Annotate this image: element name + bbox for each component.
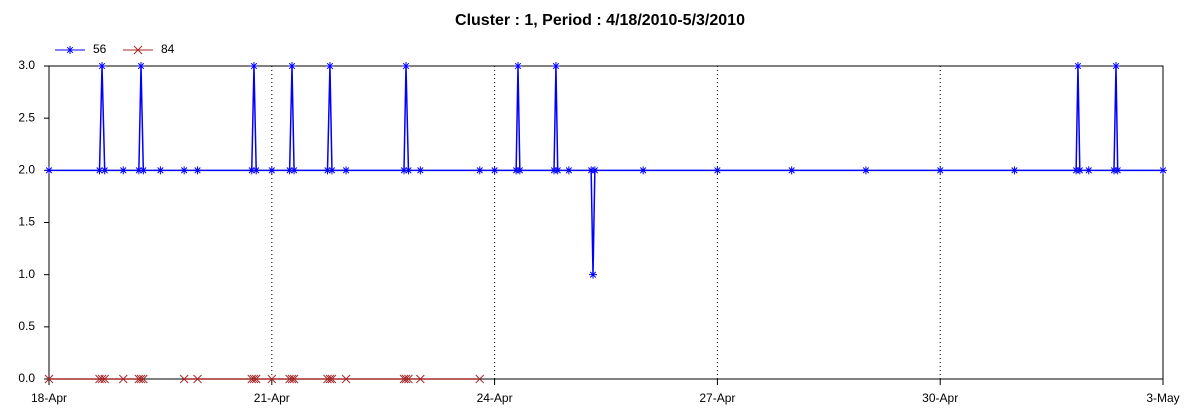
point-marker — [1010, 166, 1019, 175]
point-marker — [1084, 166, 1093, 175]
x-tick-label: 21-Apr — [254, 391, 290, 405]
point-marker — [249, 62, 258, 70]
point-marker — [639, 166, 648, 175]
y-tick-label: 2.5 — [18, 110, 35, 124]
y-tick-label: 3.0 — [18, 58, 35, 72]
point-marker — [193, 374, 202, 384]
legend-marker — [133, 45, 143, 55]
point-marker — [513, 62, 522, 70]
point-marker — [247, 166, 256, 175]
point-marker — [475, 374, 485, 384]
point-marker — [1073, 62, 1082, 70]
point-marker — [861, 166, 870, 175]
point-marker — [325, 62, 334, 70]
point-marker — [787, 166, 796, 175]
point-marker — [247, 374, 257, 384]
point-marker — [100, 374, 110, 384]
point-marker — [134, 374, 144, 384]
point-marker — [134, 166, 143, 175]
chart-title: Cluster : 1, Period : 4/18/2010-5/3/2010 — [455, 12, 745, 29]
point-marker — [180, 166, 189, 175]
plot-frame — [48, 65, 1164, 380]
point-marker — [287, 374, 297, 384]
point-marker — [44, 374, 54, 384]
y-tick-label: 2.0 — [18, 163, 35, 177]
point-marker — [267, 166, 276, 175]
point-marker — [1113, 166, 1122, 175]
point-marker — [288, 62, 297, 70]
point-marker — [515, 166, 524, 175]
point-marker — [1159, 166, 1167, 175]
point-marker — [327, 166, 336, 175]
point-marker — [399, 374, 409, 384]
point-marker — [137, 62, 146, 70]
y-tick-label: 1.0 — [18, 267, 35, 281]
point-marker — [401, 374, 411, 384]
point-marker — [249, 374, 259, 384]
point-marker — [179, 374, 189, 384]
x-tick-label: 27-Apr — [699, 391, 735, 405]
point-marker — [341, 374, 351, 384]
legend-marker — [66, 46, 74, 54]
point-marker — [289, 374, 299, 384]
point-marker — [402, 62, 410, 70]
x-tick-label: 18-Apr — [31, 391, 67, 405]
point-marker — [138, 374, 148, 384]
point-marker — [118, 374, 128, 384]
point-marker — [290, 166, 299, 175]
y-tick-label: 0.0 — [18, 371, 35, 385]
point-marker — [399, 166, 408, 175]
point-marker — [475, 166, 484, 175]
point-marker — [490, 166, 499, 175]
point-marker — [404, 166, 413, 175]
point-marker — [285, 166, 294, 175]
legend-label: 84 — [161, 42, 175, 56]
point-marker — [251, 374, 261, 384]
point-marker — [193, 166, 202, 175]
point-marker — [136, 374, 146, 384]
x-tick-label: 30-Apr — [922, 391, 958, 405]
point-marker — [100, 166, 109, 175]
point-marker — [936, 166, 945, 175]
point-marker — [98, 62, 107, 70]
point-marker — [564, 166, 573, 175]
point-marker — [323, 374, 332, 384]
point-marker — [119, 166, 128, 175]
series-line — [49, 65, 1163, 275]
point-marker — [404, 374, 413, 384]
x-tick-label: 24-Apr — [477, 391, 513, 405]
point-marker — [285, 374, 294, 384]
point-marker — [156, 166, 165, 175]
point-marker — [589, 270, 598, 279]
y-tick-label: 0.5 — [18, 319, 35, 333]
point-marker — [252, 166, 261, 175]
point-marker — [97, 374, 107, 384]
point-marker — [323, 166, 332, 175]
point-marker — [267, 374, 277, 384]
point-marker — [342, 166, 351, 175]
legend-label: 56 — [93, 42, 107, 56]
point-marker — [139, 166, 148, 175]
point-marker — [590, 166, 599, 175]
x-tick-label: 3-May — [1146, 391, 1179, 405]
point-marker — [553, 166, 562, 175]
point-marker — [95, 166, 104, 175]
point-marker — [325, 374, 335, 384]
y-tick-label: 1.5 — [18, 215, 35, 229]
point-marker — [713, 166, 722, 175]
point-marker — [45, 166, 53, 175]
point-marker — [1075, 166, 1084, 175]
point-marker — [327, 374, 337, 384]
point-marker — [1111, 62, 1120, 70]
point-marker — [551, 62, 560, 70]
point-marker — [416, 166, 425, 175]
point-marker — [415, 374, 425, 384]
